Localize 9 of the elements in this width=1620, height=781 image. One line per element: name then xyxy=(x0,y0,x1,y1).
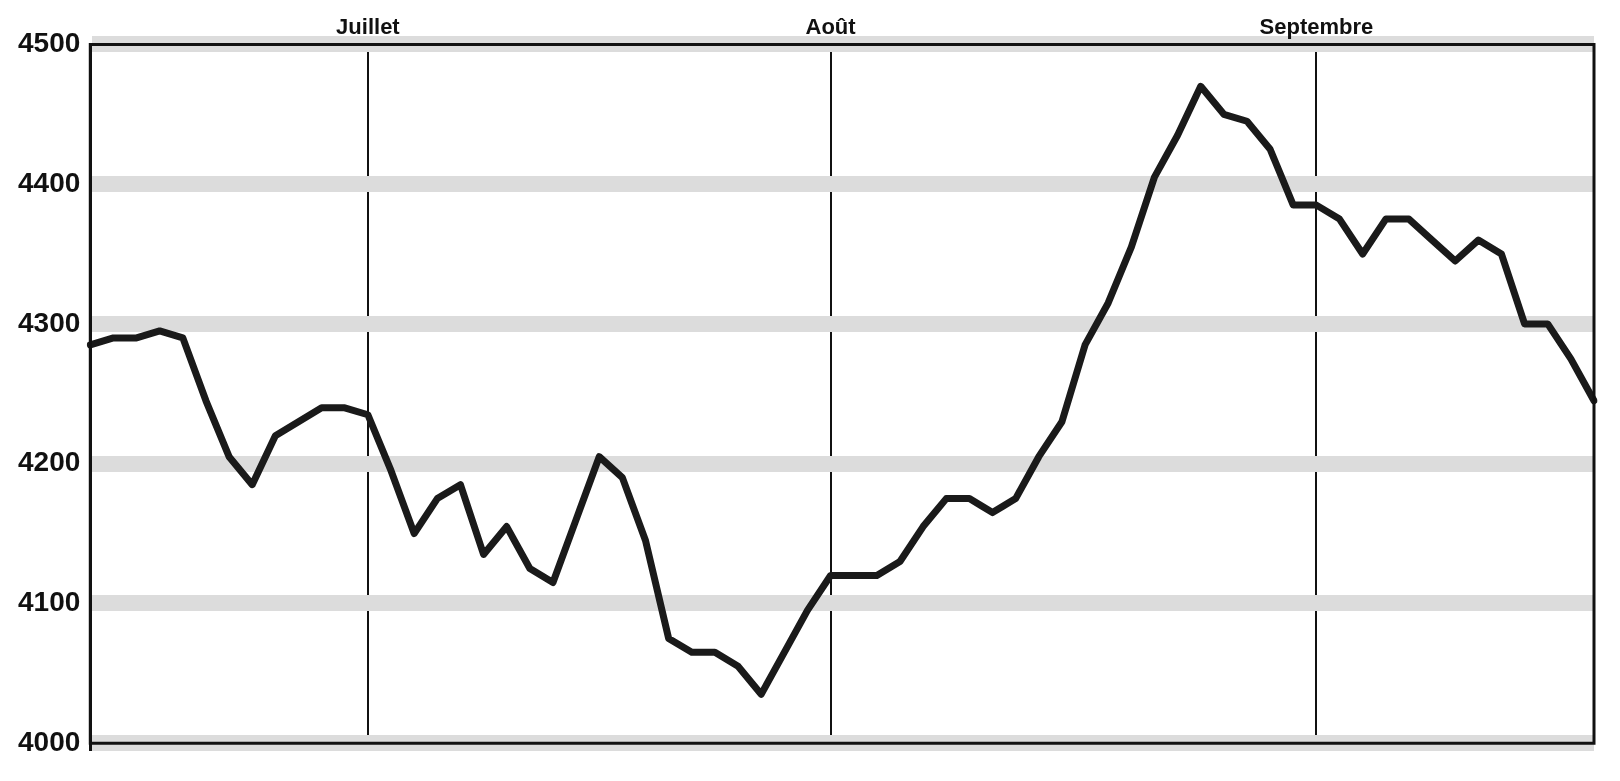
x-tick-label: Septembre xyxy=(1259,14,1374,40)
y-tick-label: 4300 xyxy=(17,306,81,338)
x-tick-label: Août xyxy=(805,14,857,40)
y-tick-label: 4500 xyxy=(17,27,81,59)
x-tick-label: Juillet xyxy=(336,14,401,40)
y-tick-label: 4000 xyxy=(17,725,81,757)
y-tick-label: 4100 xyxy=(17,586,81,618)
y-tick-label: 4200 xyxy=(17,446,81,478)
y-tick-label: 4400 xyxy=(17,166,81,198)
